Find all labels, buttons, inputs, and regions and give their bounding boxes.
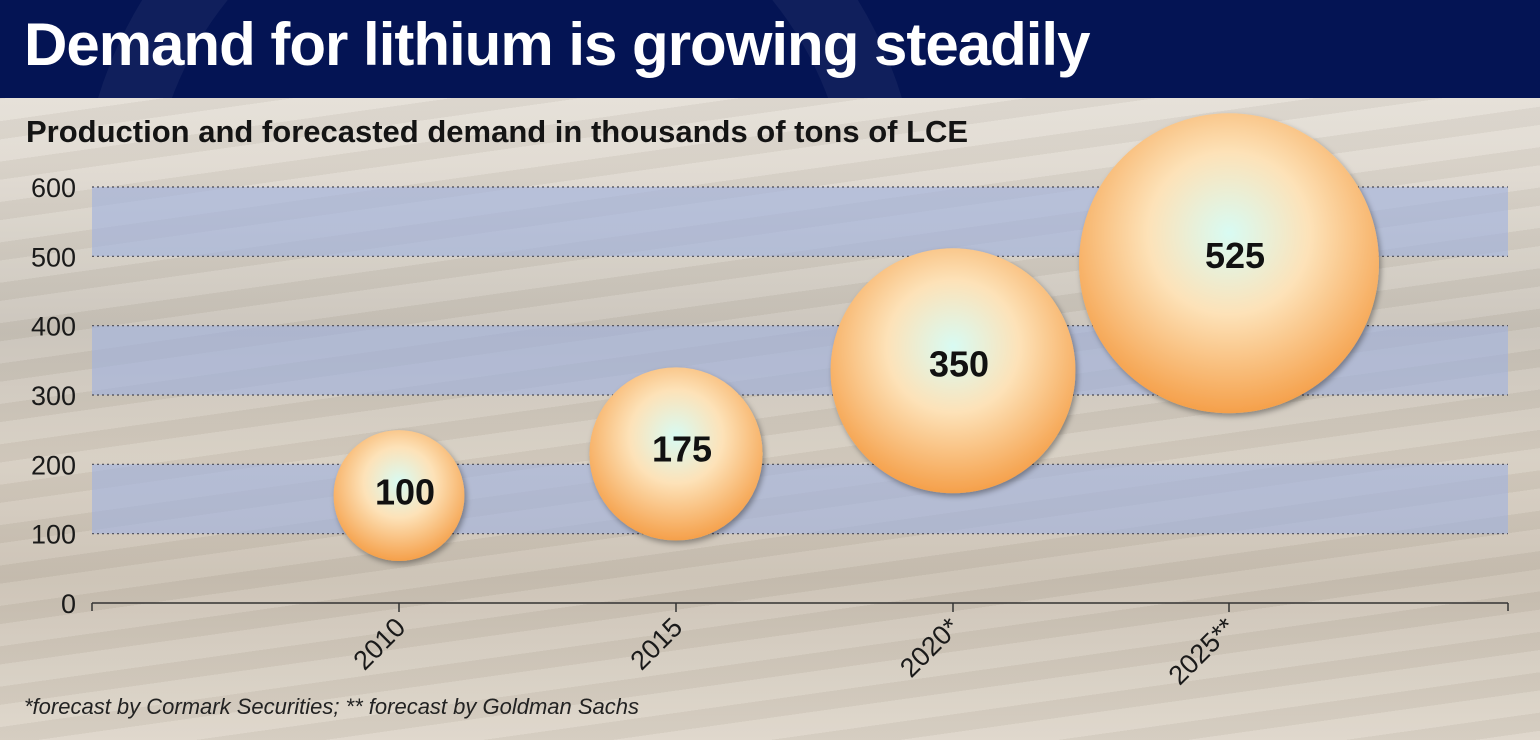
y-tick-label: 200 — [31, 450, 76, 480]
page-title: Demand for lithium is growing steadily — [24, 11, 1090, 78]
header-bar: Demand for lithium is growing steadily — [0, 0, 1540, 98]
y-tick-label: 0 — [61, 589, 76, 619]
x-tick-label: 2025** — [1163, 612, 1242, 691]
bubble-2025 — [1079, 113, 1379, 414]
bubble-value-label: 525 — [1205, 235, 1265, 276]
y-tick-label: 500 — [31, 242, 76, 272]
chart-subtitle: Production and forecasted demand in thou… — [26, 114, 969, 149]
chart-band-0 — [92, 464, 1508, 534]
y-tick-label: 600 — [31, 173, 76, 203]
y-tick-label: 100 — [31, 520, 76, 550]
bubble-2010 — [333, 430, 465, 561]
bubble-2015 — [589, 367, 763, 541]
chart-bubbles: 100 175 350 525 — [333, 113, 1379, 561]
bubble-value-label: 175 — [652, 429, 712, 470]
bubble-2020 — [830, 248, 1076, 494]
x-axis: 2010 2015 2020* 2025** — [91, 602, 1509, 691]
footnote: *forecast by Cormark Securities; ** fore… — [24, 694, 640, 719]
y-tick-label: 400 — [31, 312, 76, 342]
x-tick-label: 2020* — [894, 612, 965, 683]
bubble-value-label: 100 — [375, 471, 435, 512]
x-tick-label: 2010 — [348, 612, 412, 676]
y-tick-label: 300 — [31, 381, 76, 411]
bubble-value-label: 350 — [929, 344, 989, 385]
x-tick-label: 2015 — [625, 612, 689, 676]
y-axis-ticks: 0 100 200 300 400 500 600 — [31, 173, 76, 619]
